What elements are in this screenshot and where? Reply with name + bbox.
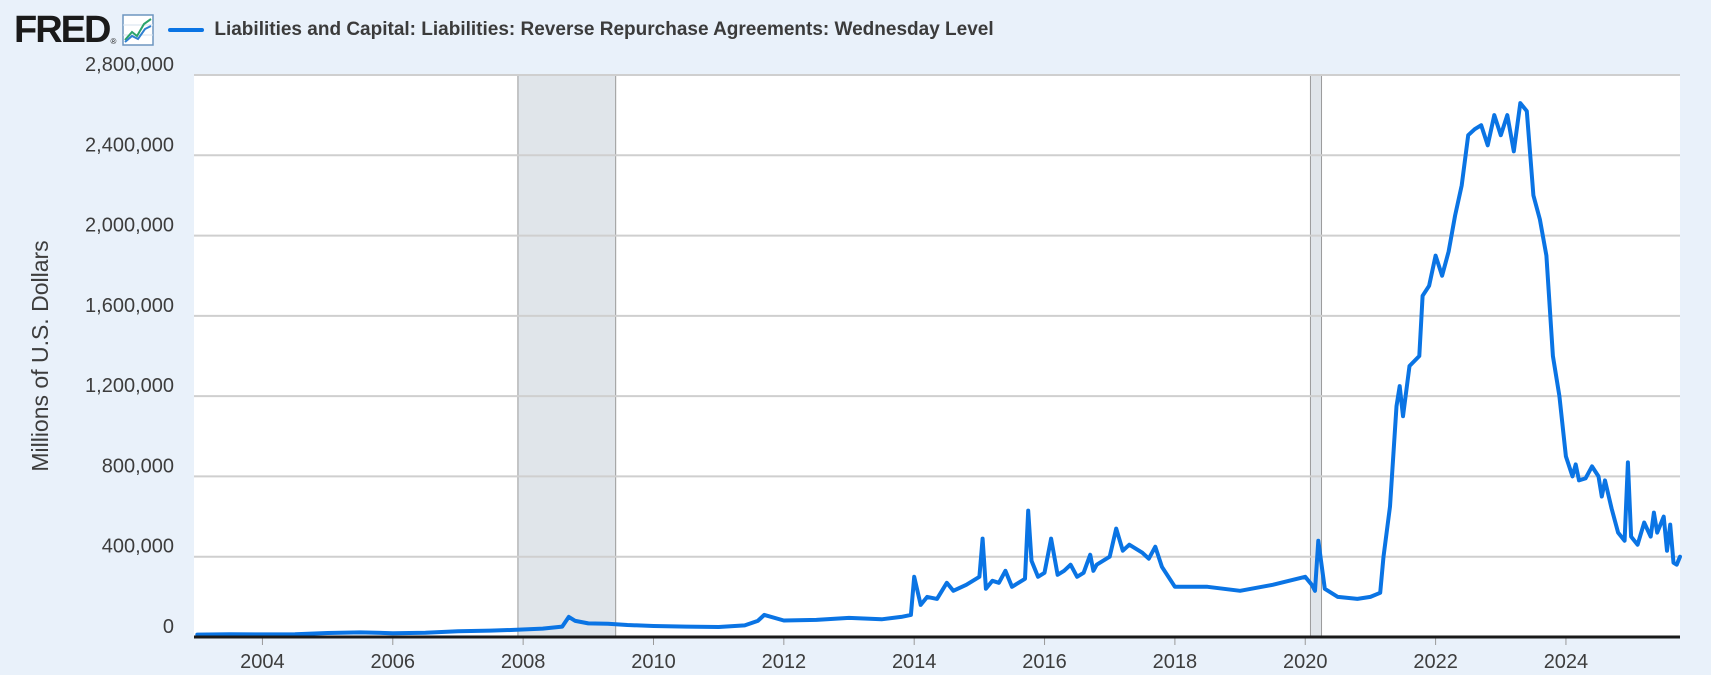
x-tick-label: 2012	[762, 651, 807, 673]
y-tick-label: 2,800,000	[85, 54, 174, 76]
grid-lines	[194, 74, 1680, 558]
y-tick-label: 1,600,000	[85, 295, 174, 317]
x-tick-label: 2022	[1413, 651, 1458, 673]
y-tick-label: 1,200,000	[85, 375, 174, 397]
y-tick-label: 2,000,000	[85, 215, 174, 237]
x-tick-label: 2004	[240, 651, 285, 673]
legend-label: Liabilities and Capital: Liabilities: Re…	[214, 19, 994, 40]
x-tick-label: 2016	[1022, 651, 1067, 673]
y-tick-label: 400,000	[102, 536, 174, 558]
y-tick-label: 2,400,000	[85, 134, 174, 156]
x-tick-label: 2010	[631, 651, 676, 673]
x-axis-ticks: 2004 2006 2008 2010 2012 2014 2016 2018 2020 2022…	[240, 637, 1588, 673]
line-chart-icon[interactable]	[122, 14, 155, 46]
recession-shading	[517, 74, 1323, 638]
y-tick-label: 0	[163, 616, 174, 638]
legend-swatch	[168, 28, 205, 32]
y-tick-label: 800,000	[102, 455, 174, 477]
series-line	[195, 101, 1682, 637]
x-tick-label: 2008	[501, 651, 546, 673]
plot-area	[194, 75, 1680, 637]
legend: Liabilities and Capital: Liabilities: Re…	[168, 19, 994, 41]
x-tick-label: 2006	[371, 651, 416, 673]
x-tick-label: 2020	[1283, 651, 1328, 673]
x-tick-label: 2014	[892, 651, 937, 673]
recession-band	[517, 74, 617, 638]
x-tick-label: 2018	[1153, 651, 1198, 673]
x-tick-label: 2024	[1544, 651, 1589, 673]
fred-logo-registered: ®	[110, 37, 117, 46]
y-axis-title: Millions of U.S. Dollars	[27, 240, 53, 471]
chart-header: FRED ® Liabilities and Capital: Liabilit…	[14, 10, 994, 50]
fred-logo[interactable]: FRED	[14, 9, 111, 51]
y-axis-ticks: 0 400,000 800,000 1,200,000 1,600,000 2,000,0…	[85, 54, 174, 638]
